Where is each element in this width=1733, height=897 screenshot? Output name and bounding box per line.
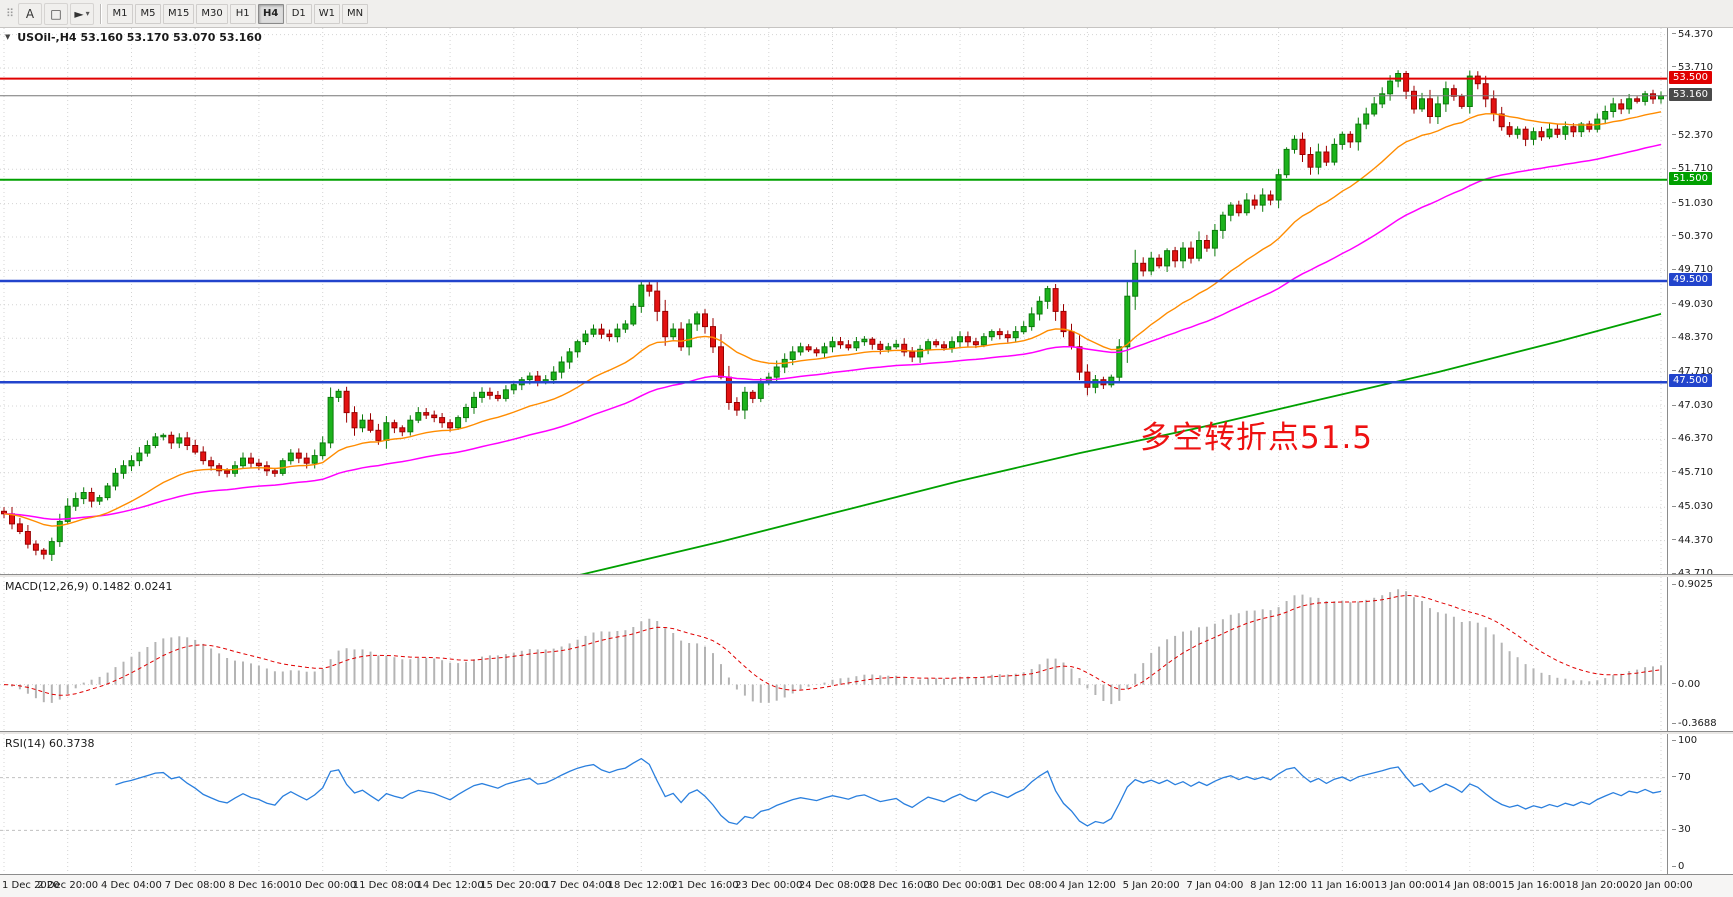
time-tick-label: 8 Jan 12:00 [1250, 880, 1308, 891]
price-tick-label: 45.030 [1672, 501, 1713, 512]
price-tick-label: 44.370 [1672, 535, 1713, 546]
timeframe-button-group: M1 M5 M15 M30 H1 H4 D1 W1 MN [107, 3, 370, 24]
price-tick-label: 49.030 [1672, 299, 1713, 310]
time-tick-label: 7 Jan 04:00 [1186, 880, 1244, 891]
time-tick-label: 4 Jan 12:00 [1058, 880, 1116, 891]
panel-splitter[interactable] [0, 731, 1733, 734]
timeframe-h1-button[interactable]: H1 [229, 3, 256, 24]
macd-panel[interactable] [0, 577, 1667, 731]
level-price-badge: 51.500 [1669, 171, 1712, 185]
price-tick-label: 43.710 [1672, 568, 1713, 579]
toolbar-separator [100, 3, 102, 24]
time-tick-label: 30 Dec 00:00 [926, 880, 994, 891]
time-tick-label: 14 Dec 12:00 [416, 880, 484, 891]
timeframe-d1-button[interactable]: D1 [285, 3, 312, 24]
ohlc-values: 53.160 53.170 53.070 53.160 [80, 31, 262, 44]
price-axis[interactable]: 54.370 53.710 52.370 51.710 51.030 50.370 49.7… [1667, 28, 1733, 579]
price-tick-label: 50.370 [1672, 231, 1713, 242]
time-tick-label: 5 Jan 20:00 [1122, 880, 1180, 891]
chart-annotation-text[interactable]: 多空转折点51.5 [1140, 420, 1374, 456]
macd-axis: 0.9025 0.00 -0.3688 [1667, 577, 1733, 731]
chevron-down-icon: ▾ [85, 9, 90, 18]
timeframe-m5-button[interactable]: M5 [135, 3, 161, 24]
time-tick-label: 17 Dec 04:00 [543, 880, 612, 891]
macd-tick-label: -0.3688 [1672, 718, 1717, 729]
price-tick-label: 45.710 [1672, 467, 1713, 478]
level-price-badge: 49.500 [1669, 273, 1712, 286]
time-tick-label: 31 Dec 08:00 [990, 880, 1058, 891]
timeframe-w1-button[interactable]: W1 [313, 3, 340, 24]
price-tick-label: 52.370 [1672, 130, 1713, 141]
time-tick-label: 18 Dec 12:00 [607, 880, 675, 891]
price-tick-label: 48.370 [1672, 332, 1713, 343]
time-tick-label: 15 Dec 20:00 [480, 880, 548, 891]
rsi-tick-label: 30 [1672, 824, 1691, 835]
panel-splitter[interactable] [0, 574, 1733, 577]
cursor-icon: ► [74, 6, 84, 21]
time-tick-label: 7 Dec 08:00 [164, 880, 226, 891]
toolbar-grip-icon[interactable]: ⠿ [5, 6, 15, 20]
time-tick-label: 2 Dec 20:00 [37, 880, 99, 891]
time-tick-label: 1 Dec 2020 [2, 880, 60, 891]
level-price-badge: 53.500 [1669, 70, 1712, 84]
chart-header: ▼ USOil-,H4 53.160 53.170 53.070 53.160 [5, 31, 262, 44]
annotation-tool-button[interactable]: A [18, 2, 42, 25]
rsi-tick-label: 100 [1672, 735, 1697, 746]
time-tick-label: 13 Jan 00:00 [1374, 880, 1438, 891]
price-tick-label: 51.710 [1672, 163, 1713, 174]
chart-area: ▼ USOil-,H4 53.160 53.170 53.070 53.160 … [0, 28, 1733, 897]
time-axis[interactable]: 1 Dec 2020 2 Dec 20:00 4 Dec 04:00 7 Dec 08… [0, 874, 1733, 897]
macd-indicator-label: MACD(12,26,9) 0.1482 0.0241 [5, 580, 173, 593]
time-tick-label: 18 Jan 20:00 [1565, 880, 1629, 891]
time-tick-label: 23 Dec 00:00 [735, 880, 803, 891]
time-tick-label: 21 Dec 16:00 [671, 880, 739, 891]
macd-values: 0.1482 0.0241 [92, 580, 173, 593]
top-toolbar: ⠿ A □ ► ▾ M1 M5 M15 M30 H1 H4 D1 W1 MN [0, 0, 1733, 28]
symbol-timeframe-label: USOil-,H4 [17, 31, 77, 44]
timeframe-m30-button[interactable]: M30 [196, 3, 228, 24]
price-tick-label: 49.710 [1672, 264, 1713, 275]
price-tick-label: 51.030 [1672, 198, 1713, 209]
price-tick-label: 47.710 [1672, 366, 1713, 377]
current-price-badge: 53.160 [1669, 87, 1712, 101]
macd-tick-label: 0.9025 [1672, 579, 1713, 590]
timeframe-mn-button[interactable]: MN [341, 3, 369, 24]
time-tick-label: 10 Dec 00:00 [289, 880, 357, 891]
triangle-down-icon: ▼ [5, 33, 11, 41]
rsi-panel[interactable] [0, 734, 1667, 874]
timeframe-h4-button[interactable]: H4 [257, 3, 284, 24]
rsi-tick-label: 70 [1672, 772, 1691, 783]
time-tick-label: 11 Dec 08:00 [352, 880, 421, 891]
time-tick-label: 20 Jan 00:00 [1629, 880, 1693, 891]
price-tick-label: 53.710 [1672, 62, 1713, 73]
level-price-badge: 47.500 [1669, 374, 1712, 388]
rsi-indicator-label: RSI(14) 60.3738 [5, 737, 94, 750]
time-tick-label: 28 Dec 16:00 [862, 880, 930, 891]
price-tick-label: 47.030 [1672, 400, 1713, 411]
timeframe-m1-button[interactable]: M1 [107, 3, 133, 24]
time-tick-label: 14 Jan 08:00 [1438, 880, 1502, 891]
time-tick-label: 4 Dec 04:00 [101, 880, 162, 891]
rsi-title: RSI(14) [5, 737, 46, 750]
macd-title: MACD(12,26,9) [5, 580, 89, 593]
price-tick-label: 46.370 [1672, 433, 1713, 444]
time-tick-label: 11 Jan 16:00 [1310, 880, 1375, 891]
text-box-tool-button[interactable]: □ [44, 2, 68, 25]
rsi-tick-label: 0 [1672, 861, 1684, 872]
price-tick-label: 54.370 [1672, 29, 1713, 40]
main-price-chart[interactable] [0, 28, 1667, 574]
timeframe-m15-button[interactable]: M15 [163, 3, 195, 24]
time-tick-label: 8 Dec 16:00 [228, 880, 290, 891]
time-tick-label: 15 Jan 16:00 [1501, 880, 1566, 891]
rsi-axis: 100 70 30 0 [1667, 734, 1733, 874]
rsi-value: 60.3738 [48, 737, 95, 750]
cursor-tools-dropdown[interactable]: ► ▾ [70, 2, 94, 25]
time-tick-label: 24 Dec 08:00 [798, 880, 867, 891]
macd-tick-label: 0.00 [1672, 679, 1700, 690]
